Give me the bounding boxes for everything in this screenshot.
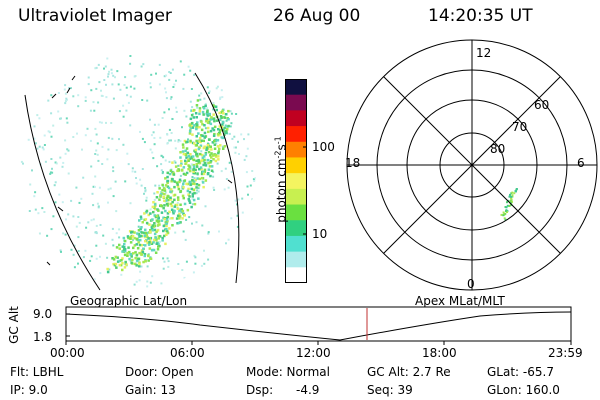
colorbar-band: [285, 251, 307, 268]
x-tick-0600: 06:00: [170, 346, 205, 360]
longitude-line-right: [194, 72, 240, 284]
info-filter: Flt: LBHL: [10, 365, 64, 379]
y-tick-9: 9.0: [33, 307, 53, 321]
colorbar-band: [285, 173, 307, 190]
info-glat: GLat: -65.7: [487, 365, 554, 379]
x-tick-0000: 00:00: [50, 346, 85, 360]
color-scale-bar: [285, 79, 307, 284]
colorbar-band: [285, 110, 307, 127]
colorbar-band: [285, 267, 307, 284]
lat-label-80: 80: [490, 142, 506, 156]
date-label: 26 Aug 00: [273, 6, 361, 26]
info-gain: Gain: 13: [125, 383, 176, 397]
mlt-label-6: 6: [577, 156, 585, 170]
colorbar-band: [285, 204, 307, 221]
coastline-marks: [46, 75, 233, 266]
geographic-caption: Geographic Lat/Lon: [70, 294, 188, 308]
timeline-frame: [65, 306, 572, 342]
y-tick-1-8: 1.8: [33, 330, 53, 344]
longitude-line-left: [24, 94, 101, 291]
apex-caption: Apex MLat/MLT: [415, 294, 505, 308]
info-door: Door: Open: [125, 365, 194, 379]
lat-label-70: 70: [512, 120, 528, 134]
info-glon: GLon: 160.0: [487, 383, 560, 397]
colorbar-band: [285, 235, 307, 253]
info-gc-alt: GC Alt: 2.7 Re: [367, 365, 451, 379]
colorbar-tick-100: 100: [312, 140, 335, 154]
colorbar-band: [285, 220, 307, 237]
info-dsp-label: Dsp:: [246, 383, 274, 397]
colorbar-band: [285, 79, 307, 96]
info-dsp-value: -4.9: [296, 383, 320, 397]
time-label: 14:20:35 UT: [428, 6, 533, 26]
mlt-line-diag2: [383, 76, 561, 254]
colorbar-band: [285, 141, 307, 158]
colorbar-band: [285, 126, 307, 143]
colorbar-tick-10: 10: [312, 227, 328, 241]
lat-label-60: 60: [534, 98, 550, 112]
mlt-label-18: 18: [345, 156, 361, 170]
x-tick-1800: 18:00: [422, 346, 457, 360]
colorbar-band: [285, 94, 307, 111]
colorbar-band: [285, 188, 307, 206]
x-tick-1200: 12:00: [296, 346, 331, 360]
info-mode: Mode: Normal: [246, 365, 330, 379]
x-tick-2359: 23:59: [548, 346, 583, 360]
info-seq: Seq: 39: [367, 383, 413, 397]
mlt-label-12: 12: [476, 46, 492, 60]
mlt-label-0: 0: [467, 277, 475, 291]
colorbar-band: [285, 157, 307, 174]
instrument-title: Ultraviolet Imager: [18, 6, 172, 26]
info-ip: IP: 9.0: [10, 383, 48, 397]
altitude-curve: [65, 311, 572, 341]
timeline-ylabel: GC Alt: [7, 306, 21, 344]
